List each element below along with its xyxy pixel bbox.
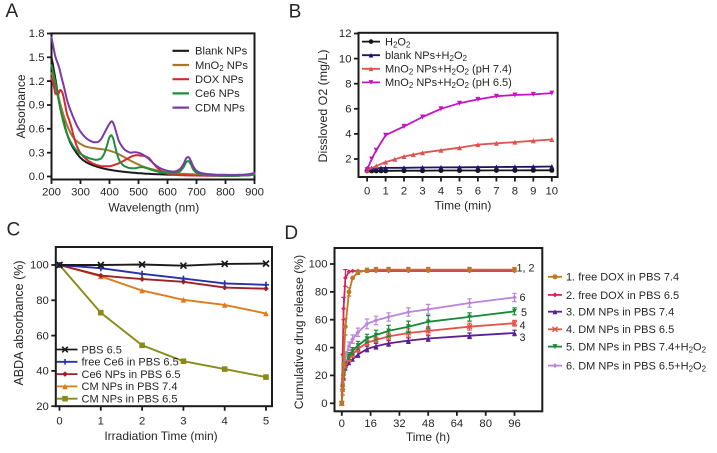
- svg-text:800: 800: [216, 186, 235, 198]
- svg-text:20: 20: [36, 401, 49, 413]
- svg-text:PBS 6.5: PBS 6.5: [82, 344, 122, 356]
- svg-text:16: 16: [364, 418, 377, 430]
- svg-text:5: 5: [263, 416, 269, 428]
- svg-text:B: B: [289, 2, 302, 23]
- svg-text:4: 4: [438, 185, 444, 197]
- svg-text:0.0: 0.0: [29, 171, 45, 183]
- svg-text:Time (h): Time (h): [406, 430, 450, 444]
- svg-text:10: 10: [339, 53, 352, 65]
- svg-text:4. DM NPs in PBS 6.5: 4. DM NPs in PBS 6.5: [566, 324, 674, 336]
- svg-text:10: 10: [546, 185, 559, 197]
- svg-text:700: 700: [187, 186, 206, 198]
- svg-text:MnO2 NPs+H2O2 (pH 7.4): MnO2 NPs+H2O2 (pH 7.4): [385, 64, 512, 77]
- svg-text:0.3: 0.3: [29, 147, 45, 159]
- svg-text:64: 64: [451, 418, 464, 430]
- svg-text:Time (min): Time (min): [435, 199, 492, 213]
- svg-text:1.8: 1.8: [29, 28, 45, 40]
- svg-text:0: 0: [339, 418, 345, 430]
- svg-text:blank NPs+H2O2: blank NPs+H2O2: [385, 50, 468, 63]
- svg-text:3. DM NPs in PBS 7.4: 3. DM NPs in PBS 7.4: [566, 307, 674, 319]
- svg-text:80: 80: [36, 295, 49, 307]
- svg-text:0: 0: [364, 185, 370, 197]
- svg-text:A: A: [6, 1, 19, 22]
- svg-text:0.6: 0.6: [29, 124, 45, 136]
- svg-text:32: 32: [393, 418, 406, 430]
- svg-text:200: 200: [42, 186, 61, 198]
- svg-text:5: 5: [521, 307, 527, 319]
- svg-text:300: 300: [71, 186, 90, 198]
- svg-text:D: D: [284, 223, 298, 244]
- svg-text:1.2: 1.2: [29, 76, 45, 88]
- svg-text:20: 20: [315, 370, 328, 382]
- svg-text:3: 3: [180, 416, 186, 428]
- svg-text:MnO2 NPs: MnO2 NPs: [195, 60, 248, 73]
- svg-text:2: 2: [139, 416, 145, 428]
- svg-text:9: 9: [530, 185, 536, 197]
- svg-text:6: 6: [345, 104, 351, 116]
- svg-text:Wavelength (nm): Wavelength (nm): [108, 200, 199, 214]
- svg-text:CM NPs in PBS 6.5: CM NPs in PBS 6.5: [82, 394, 178, 406]
- svg-text:100: 100: [30, 260, 49, 272]
- svg-text:0.9: 0.9: [29, 100, 45, 112]
- svg-text:6: 6: [475, 185, 481, 197]
- svg-text:5: 5: [456, 185, 462, 197]
- svg-text:40: 40: [36, 366, 49, 378]
- svg-text:1. free DOX in PBS 7.4: 1. free DOX in PBS 7.4: [566, 272, 679, 284]
- svg-text:60: 60: [315, 314, 328, 326]
- svg-text:Ce6 NPs in PBS 6.5: Ce6 NPs in PBS 6.5: [82, 369, 181, 381]
- svg-text:Blank NPs: Blank NPs: [195, 46, 248, 58]
- svg-text:4: 4: [345, 129, 351, 141]
- svg-text:Irradiation Time (min): Irradiation Time (min): [104, 429, 217, 443]
- svg-text:6. DM NPs in PBS 6.5+H2O2: 6. DM NPs in PBS 6.5+H2O2: [566, 361, 707, 374]
- svg-text:60: 60: [36, 330, 49, 342]
- svg-text:CDM NPs: CDM NPs: [195, 102, 245, 114]
- svg-text:2: 2: [401, 185, 407, 197]
- svg-text:Cumulative drug release (%): Cumulative drug release (%): [292, 255, 306, 409]
- svg-text:400: 400: [100, 186, 119, 198]
- svg-text:3: 3: [520, 332, 526, 344]
- svg-text:6: 6: [520, 292, 526, 304]
- svg-text:C: C: [7, 219, 21, 240]
- svg-text:CM NPs in PBS 7.4: CM NPs in PBS 7.4: [82, 381, 178, 393]
- svg-text:1.5: 1.5: [29, 52, 45, 64]
- svg-text:0: 0: [56, 416, 62, 428]
- svg-text:80: 80: [479, 418, 492, 430]
- svg-text:1: 1: [382, 185, 388, 197]
- svg-text:2. free DOX in PBS 6.5: 2. free DOX in PBS 6.5: [566, 290, 679, 302]
- svg-text:12: 12: [339, 28, 352, 40]
- svg-text:free Ce6 in PBS 6.5: free Ce6 in PBS 6.5: [82, 357, 179, 369]
- svg-text:4: 4: [222, 416, 228, 428]
- svg-text:1, 2: 1, 2: [517, 263, 535, 275]
- svg-text:0: 0: [321, 398, 327, 410]
- svg-text:8: 8: [345, 78, 351, 90]
- svg-text:8: 8: [512, 185, 518, 197]
- svg-text:Absorbance: Absorbance: [14, 74, 28, 138]
- svg-text:MnO2 NPs+H2O2 (pH 6.5): MnO2 NPs+H2O2 (pH 6.5): [385, 77, 512, 90]
- svg-text:Ce6 NPs: Ce6 NPs: [195, 88, 240, 100]
- svg-text:DOX NPs: DOX NPs: [195, 74, 244, 86]
- svg-text:80: 80: [315, 287, 328, 299]
- svg-text:7: 7: [493, 185, 499, 197]
- svg-text:ABDA absorbance (%): ABDA absorbance (%): [12, 260, 26, 385]
- svg-text:600: 600: [158, 186, 177, 198]
- svg-text:2: 2: [345, 154, 351, 166]
- svg-text:96: 96: [508, 418, 521, 430]
- svg-text:500: 500: [129, 186, 148, 198]
- svg-text:4: 4: [520, 320, 526, 332]
- svg-text:48: 48: [422, 418, 435, 430]
- svg-text:5. DM NPs in PBS 7.4+H2O2: 5. DM NPs in PBS 7.4+H2O2: [566, 342, 707, 355]
- svg-text:1: 1: [98, 416, 104, 428]
- svg-text:H2O2: H2O2: [385, 36, 411, 49]
- svg-text:40: 40: [315, 342, 328, 354]
- svg-text:Dissloved O2 (mg/L): Dissloved O2 (mg/L): [316, 50, 330, 163]
- svg-text:100: 100: [309, 259, 328, 271]
- svg-text:900: 900: [245, 186, 264, 198]
- svg-text:3: 3: [419, 185, 425, 197]
